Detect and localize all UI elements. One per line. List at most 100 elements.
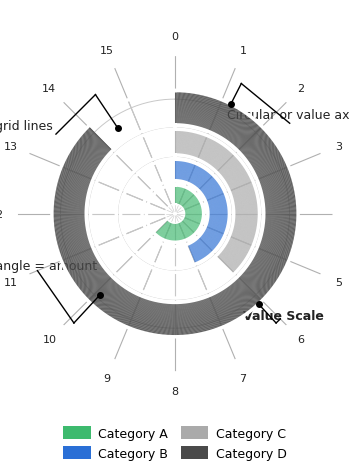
Polygon shape	[166, 206, 184, 223]
Bar	[183, 201, 201, 210]
Bar	[178, 188, 187, 207]
Bar	[202, 234, 219, 246]
Bar	[233, 210, 259, 211]
Bar	[231, 188, 256, 196]
Bar	[82, 272, 108, 295]
Bar	[230, 233, 255, 242]
Bar	[228, 178, 252, 189]
Bar	[191, 243, 201, 262]
Bar	[182, 198, 199, 209]
Bar	[207, 223, 228, 228]
Bar	[168, 303, 170, 337]
Bar	[190, 166, 200, 185]
Bar	[224, 168, 246, 182]
Bar	[184, 162, 190, 183]
Bar	[226, 243, 248, 256]
Bar	[198, 96, 209, 129]
Bar	[226, 173, 249, 186]
Bar	[110, 289, 128, 319]
Bar	[178, 222, 184, 241]
Bar	[180, 221, 192, 237]
Bar	[181, 195, 196, 208]
Bar	[159, 302, 164, 336]
Bar	[177, 222, 182, 242]
Bar	[205, 190, 224, 200]
Bar	[206, 197, 226, 204]
Bar	[161, 222, 171, 239]
Bar	[182, 196, 197, 209]
Bar	[202, 233, 219, 246]
Bar	[231, 232, 255, 241]
Bar	[204, 189, 224, 199]
Bar	[181, 193, 194, 208]
Bar	[236, 278, 260, 303]
Bar	[182, 219, 198, 232]
Bar	[181, 195, 196, 208]
Bar	[175, 223, 177, 243]
Bar	[178, 222, 186, 241]
Bar	[181, 195, 196, 208]
Bar	[208, 216, 229, 217]
Bar	[183, 217, 202, 223]
Bar	[54, 194, 88, 200]
Bar	[227, 241, 250, 253]
Bar	[183, 210, 203, 213]
Bar	[205, 193, 225, 201]
Bar	[196, 136, 206, 159]
Bar	[232, 228, 257, 235]
Bar	[54, 190, 88, 197]
Bar	[233, 207, 259, 209]
Bar	[190, 133, 197, 158]
Bar	[183, 201, 201, 210]
Bar	[206, 195, 226, 202]
Bar	[215, 104, 231, 135]
Bar	[177, 223, 181, 242]
Bar	[181, 220, 197, 233]
Bar	[182, 200, 200, 210]
Bar	[232, 192, 257, 199]
Bar	[232, 227, 258, 233]
Bar	[183, 206, 202, 212]
Bar	[254, 159, 286, 175]
Bar	[147, 300, 155, 334]
Bar	[185, 162, 192, 183]
Bar	[201, 181, 219, 195]
Bar	[52, 206, 86, 208]
Bar	[102, 286, 123, 314]
Bar	[189, 244, 198, 264]
Bar	[160, 302, 164, 336]
Bar	[183, 216, 203, 220]
Bar	[160, 221, 170, 239]
Bar	[234, 216, 259, 217]
Bar	[196, 172, 209, 188]
Bar	[169, 223, 173, 242]
Bar	[230, 184, 254, 193]
Bar	[225, 170, 247, 184]
Bar	[229, 238, 252, 249]
Bar	[184, 213, 204, 214]
Bar	[183, 130, 187, 156]
Bar	[233, 202, 259, 206]
Bar	[233, 223, 258, 228]
Bar	[198, 237, 214, 252]
Bar	[210, 101, 224, 133]
Bar	[165, 303, 169, 337]
Bar	[188, 164, 196, 184]
Bar	[188, 244, 197, 264]
Bar	[183, 201, 200, 210]
Bar	[227, 176, 250, 188]
Bar	[196, 172, 209, 189]
Bar	[194, 170, 207, 188]
Bar	[182, 219, 199, 230]
Bar	[173, 223, 174, 243]
Bar	[197, 239, 211, 255]
Bar	[181, 192, 194, 208]
Bar	[208, 209, 229, 211]
Bar	[188, 164, 196, 184]
Bar	[60, 245, 92, 258]
Bar	[208, 296, 222, 328]
Bar	[183, 217, 203, 222]
Bar	[205, 194, 225, 202]
Bar	[205, 227, 225, 236]
Bar	[232, 230, 257, 237]
